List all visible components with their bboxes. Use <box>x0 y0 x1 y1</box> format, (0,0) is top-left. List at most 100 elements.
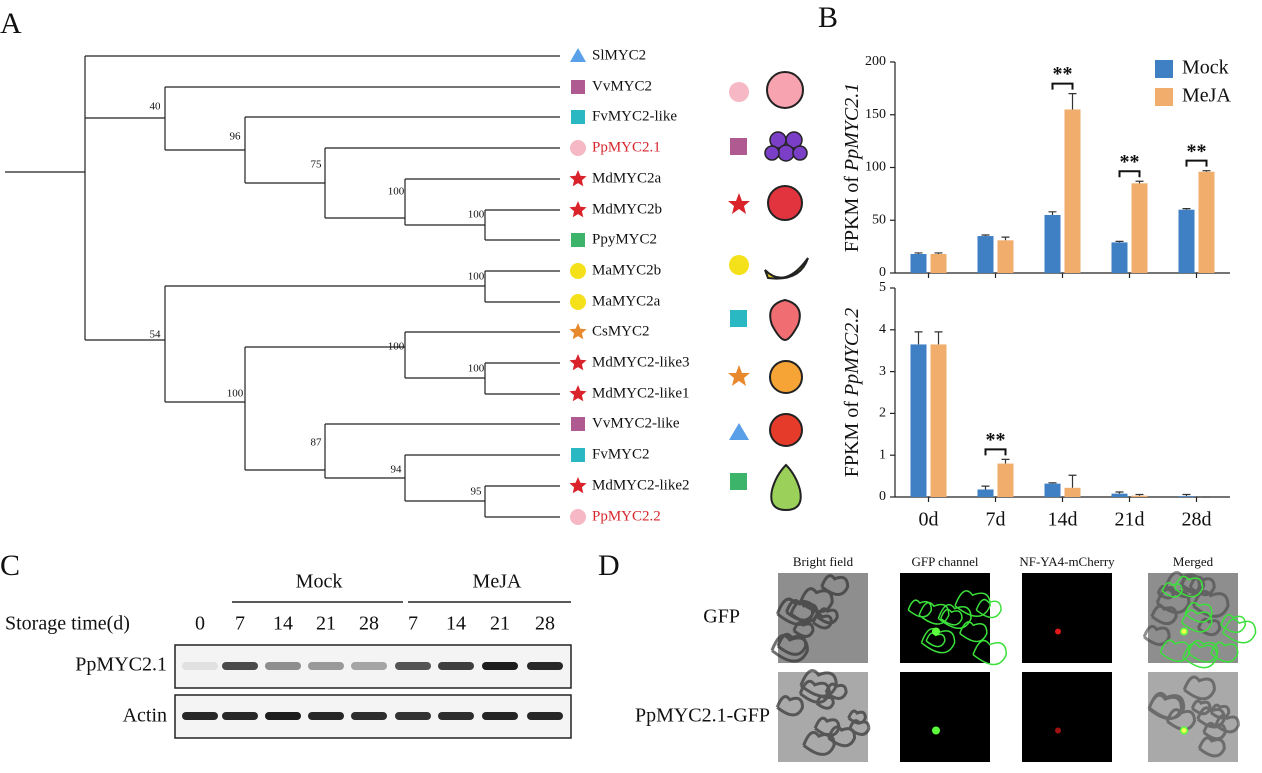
leaf-label: SlMYC2 <box>592 47 646 63</box>
x-tick-label: 7d <box>986 509 1006 531</box>
bootstrap: 100 <box>468 209 485 221</box>
column-label: Bright field <box>793 554 854 569</box>
y-tick-label: 5 <box>879 280 886 295</box>
y-axis-label: FPKM of PpMYC2.1 <box>841 83 863 252</box>
leaf-marker <box>571 448 585 462</box>
error-bar <box>1115 240 1124 243</box>
leaf-label: FvMYC2 <box>592 446 650 462</box>
blot-band <box>182 712 218 720</box>
leaf-marker <box>571 110 585 124</box>
bar <box>1178 209 1195 273</box>
tree-branches <box>5 55 560 518</box>
leaf-marker <box>571 417 585 431</box>
bootstrap: 94 <box>391 464 403 476</box>
error-bar <box>1135 493 1144 496</box>
blot-band <box>482 712 518 720</box>
legend-swatch <box>1155 88 1173 106</box>
blot-band <box>527 712 563 720</box>
error-bar <box>1048 211 1057 215</box>
significance-label: ** <box>1120 151 1140 173</box>
bar <box>977 489 994 497</box>
blot-band <box>265 712 301 720</box>
leaf-label: MdMYC2-like1 <box>592 385 690 401</box>
fruit-legend <box>728 71 809 512</box>
error-bar <box>1182 493 1191 497</box>
bootstrap: 100 <box>388 186 405 198</box>
blot-band <box>351 662 387 670</box>
gfp-signal <box>1159 575 1257 669</box>
blot-band <box>395 712 431 720</box>
lane-label: 28 <box>359 613 379 635</box>
column-label: NF-YA4-mCherry <box>1019 554 1115 569</box>
blot-band <box>308 712 344 720</box>
bootstrap: 100 <box>227 388 244 400</box>
bootstrap: 100 <box>468 271 485 283</box>
legend-label: MeJA <box>1182 85 1231 107</box>
micrograph <box>1022 573 1112 663</box>
x-tick-label: 28d <box>1182 509 1212 531</box>
bar <box>1044 483 1061 497</box>
leaf-label: FvMYC2-like <box>592 108 677 124</box>
error-bar <box>1001 236 1010 241</box>
bootstrap: 100 <box>388 341 405 353</box>
leaf-marker <box>570 294 586 310</box>
bar <box>930 344 947 497</box>
bar <box>910 254 927 273</box>
micrograph <box>900 672 990 762</box>
blot-band <box>222 662 258 670</box>
bar <box>930 254 947 273</box>
blot-band <box>438 712 474 720</box>
blot-row-label: PpMYC2.1 <box>75 654 167 676</box>
legend-swatch <box>1155 60 1173 78</box>
blot-band <box>308 662 344 670</box>
bootstrap: 75 <box>311 159 323 171</box>
bootstrap: 100 <box>468 363 485 375</box>
bootstrap: 95 <box>471 486 483 498</box>
error-bar <box>1001 458 1010 464</box>
leaf-label: MdMYC2-like2 <box>592 477 690 493</box>
bootstrap: 96 <box>230 131 242 143</box>
blot-band <box>222 712 258 720</box>
y-tick-label: 4 <box>879 322 886 337</box>
bar <box>1198 171 1215 273</box>
bootstrap: 87 <box>311 437 323 449</box>
nucleus-merge <box>1181 728 1187 733</box>
lane-label: 28 <box>535 613 555 635</box>
y-tick-label: 100 <box>865 160 886 175</box>
leaf-label: PpyMYC2 <box>592 231 657 247</box>
y-label-gene: PpMYC2.2 <box>841 308 863 397</box>
blot-band <box>482 662 518 670</box>
y-tick-label: 1 <box>879 447 886 462</box>
y-tick-label: 0 <box>879 489 886 504</box>
nucleus <box>932 726 940 735</box>
x-tick-label: 14d <box>1048 509 1078 531</box>
error-bar <box>914 331 923 345</box>
significance-label: ** <box>1053 63 1073 85</box>
significance-label: ** <box>1187 140 1207 162</box>
panel-label: C <box>0 549 20 582</box>
group-label: Mock <box>296 571 343 593</box>
panel-label: A <box>0 7 22 40</box>
leaf-label: MaMYC2a <box>592 293 661 309</box>
row-label: GFP <box>703 606 740 628</box>
group-label: MeJA <box>473 571 522 593</box>
leaf-label: MdMYC2-like3 <box>592 354 690 370</box>
leaf-label: CsMYC2 <box>592 323 650 339</box>
leaf-marker <box>569 477 587 494</box>
error-bar <box>934 252 943 255</box>
bootstrap: 40 <box>150 101 162 113</box>
y-label-text: FPKM of <box>841 401 863 477</box>
error-bar <box>1202 170 1211 172</box>
column-label: Merged <box>1173 554 1214 569</box>
y-axis-label: FPKM of PpMYC2.2 <box>841 308 863 477</box>
leaf-label: VvMYC2-like <box>592 415 680 431</box>
error-bar <box>914 252 923 255</box>
leaf-marker <box>571 233 585 247</box>
error-bar <box>1135 180 1144 184</box>
significance-bracket <box>984 448 1007 456</box>
y-tick-label: 2 <box>879 406 886 421</box>
bar <box>977 236 994 273</box>
nucleus <box>1055 727 1061 734</box>
x-tick-label: 0d <box>919 509 939 531</box>
